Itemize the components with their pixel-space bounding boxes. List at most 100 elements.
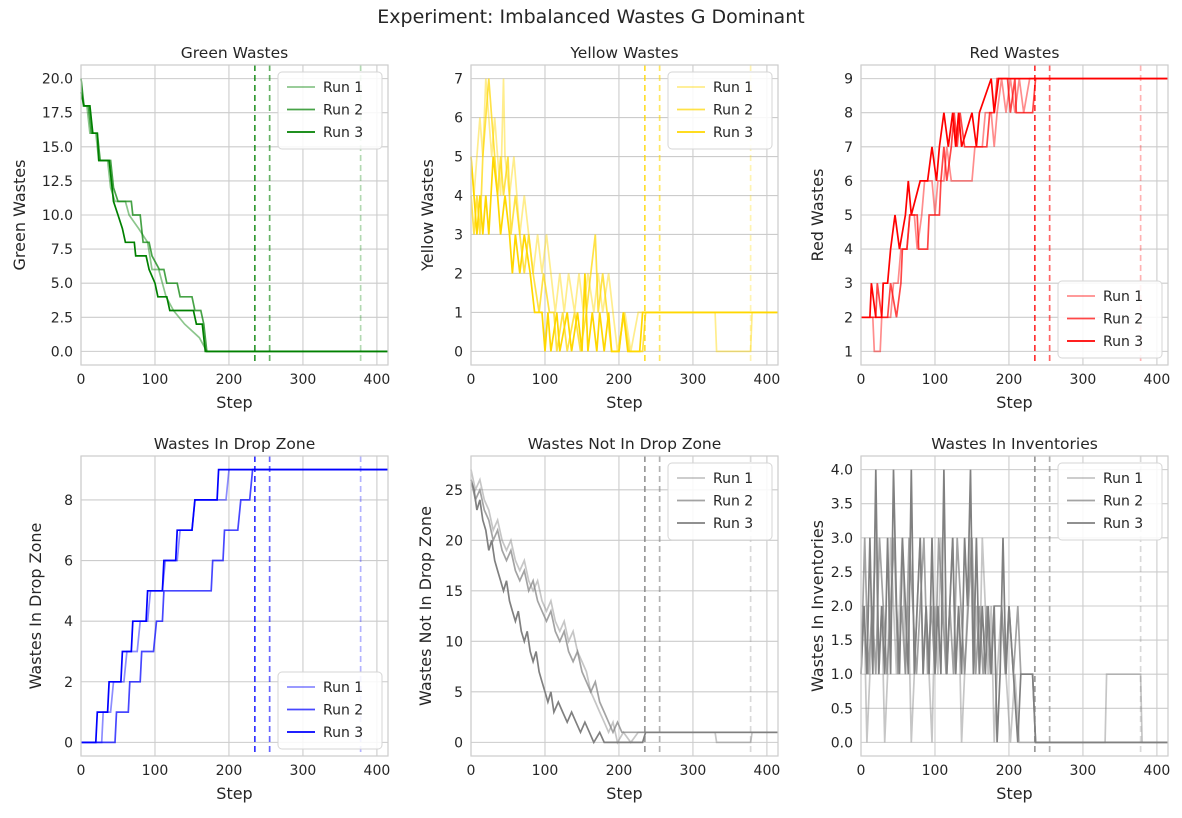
- series-line-run-3: [80, 92, 388, 353]
- y-axis-label: Red Wastes: [808, 169, 827, 262]
- y-tick-label: 1: [844, 344, 853, 360]
- x-tick-label: 100: [532, 763, 559, 779]
- x-tick-label: 400: [364, 372, 391, 388]
- series-line-run-3: [81, 468, 388, 744]
- y-tick-label: 12.5: [42, 174, 73, 190]
- subplot-title: Red Wastes: [970, 44, 1060, 62]
- y-tick-label: 3.5: [831, 497, 853, 513]
- y-tick-label: 7.5: [51, 242, 73, 258]
- x-tick-label: 300: [1070, 763, 1097, 779]
- legend-label: Run 1: [323, 680, 363, 696]
- y-tick-label: 1.0: [831, 667, 853, 683]
- subplot-title: Wastes Not In Drop Zone: [528, 435, 722, 453]
- series-line-run-3: [470, 156, 778, 353]
- y-tick-label: 1: [454, 305, 463, 321]
- legend-label: Run 1: [713, 471, 753, 487]
- series-line-run-1: [470, 78, 778, 353]
- x-tick-label: 0: [77, 763, 86, 779]
- x-axis-label: Step: [216, 393, 252, 412]
- legend: Run 1 Run 2 Run 3: [667, 462, 773, 541]
- subplot-1: 0 100 200 300 400 0.0 2.5 5.0 7.5 10.0 12.5 15.0 17.…: [10, 44, 390, 412]
- x-tick-label: 200: [996, 372, 1023, 388]
- legend-label: Run 2: [1103, 494, 1143, 510]
- x-tick-label: 0: [467, 372, 476, 388]
- x-tick-label: 200: [606, 763, 633, 779]
- legend-label: Run 3: [1103, 334, 1143, 350]
- x-tick-label: 400: [364, 763, 391, 779]
- y-tick-label: 5: [454, 685, 463, 701]
- legend-label: Run 1: [1103, 471, 1143, 487]
- legend-label: Run 3: [323, 125, 363, 141]
- x-tick-label: 400: [754, 763, 781, 779]
- y-tick-label: 0: [454, 735, 463, 751]
- x-tick-label: 100: [922, 372, 949, 388]
- x-tick-label: 300: [290, 763, 317, 779]
- y-tick-label: 7: [844, 140, 853, 156]
- y-tick-label: 3: [454, 227, 463, 243]
- subplot-title: Yellow Wastes: [569, 44, 678, 62]
- legend-label: Run 3: [1103, 516, 1143, 532]
- x-tick-label: 200: [216, 763, 243, 779]
- legend-label: Run 1: [713, 80, 753, 96]
- legend-box: [277, 671, 383, 750]
- x-tick-label: 200: [996, 763, 1023, 779]
- plot-frame: [80, 64, 389, 366]
- subplot-6: 0 100 200 300 400 0.0 0.5 1.0 1.5 2.0 2.5 3.0 3.5 4.0…: [808, 435, 1170, 803]
- series-line-run-2: [861, 77, 1168, 319]
- x-tick-label: 0: [77, 372, 86, 388]
- legend-box: [667, 71, 773, 150]
- x-tick-label: 300: [680, 372, 707, 388]
- plot-frame: [470, 455, 779, 757]
- y-axis-label: Wastes In Drop Zone: [26, 523, 45, 690]
- y-tick-label: 2.0: [831, 599, 853, 615]
- x-tick-label: 100: [142, 763, 169, 779]
- y-tick-label: 2.5: [831, 565, 853, 581]
- y-tick-label: 2: [844, 310, 853, 326]
- y-tick-label: 0: [454, 344, 463, 360]
- x-tick-label: 400: [1144, 763, 1171, 779]
- series-line-run-2: [470, 78, 778, 353]
- legend-label: Run 2: [713, 494, 753, 510]
- legend-label: Run 3: [713, 516, 753, 532]
- y-tick-label: 5.0: [51, 276, 73, 292]
- y-tick-label: 5: [844, 208, 853, 224]
- series-line-run-3: [861, 77, 1168, 319]
- y-tick-label: 0.5: [831, 701, 853, 717]
- subplot-3: 0 100 200 300 400 1 2 3 4 5 6 7 8 9 Red Wastes Step Red …: [808, 44, 1170, 412]
- legend-label: Run 3: [323, 725, 363, 741]
- legend-label: Run 1: [323, 80, 363, 96]
- y-tick-label: 4: [64, 614, 73, 630]
- plot-frame: [860, 64, 1169, 366]
- y-tick-label: 4.0: [831, 463, 853, 479]
- x-tick-label: 300: [290, 372, 317, 388]
- figure-title: Experiment: Imbalanced Wastes G Dominant: [377, 6, 805, 28]
- x-tick-label: 300: [1070, 372, 1097, 388]
- y-axis-label: Wastes In Inventories: [808, 520, 827, 692]
- legend: Run 1 Run 2 Run 3: [1057, 462, 1163, 541]
- y-tick-label: 1.5: [831, 633, 853, 649]
- y-axis-label: Wastes Not In Drop Zone: [416, 506, 435, 706]
- y-tick-label: 6: [64, 554, 73, 570]
- y-tick-label: 3.0: [831, 531, 853, 547]
- x-tick-label: 300: [680, 763, 707, 779]
- x-tick-label: 100: [532, 372, 559, 388]
- y-tick-label: 4: [844, 242, 853, 258]
- subplot-4: 0 100 200 300 400 0 2 4 6 8 Wastes In Drop Zone Ste…: [26, 435, 390, 803]
- legend: Run 1 Run 2 Run 3: [667, 71, 773, 150]
- y-tick-label: 5: [454, 150, 463, 166]
- x-axis-label: Step: [996, 784, 1032, 803]
- y-tick-label: 10: [445, 634, 463, 650]
- legend-label: Run 3: [713, 125, 753, 141]
- legend-label: Run 2: [323, 103, 363, 119]
- y-tick-label: 3: [844, 276, 853, 292]
- y-tick-label: 9: [844, 72, 853, 88]
- x-tick-label: 400: [1144, 372, 1171, 388]
- x-tick-label: 100: [922, 763, 949, 779]
- legend-box: [1057, 280, 1163, 359]
- series-line-run-2: [81, 468, 388, 744]
- legend-label: Run 1: [1103, 289, 1143, 305]
- series-line-run-2: [860, 537, 1168, 744]
- x-tick-label: 200: [606, 372, 633, 388]
- x-tick-label: 0: [467, 763, 476, 779]
